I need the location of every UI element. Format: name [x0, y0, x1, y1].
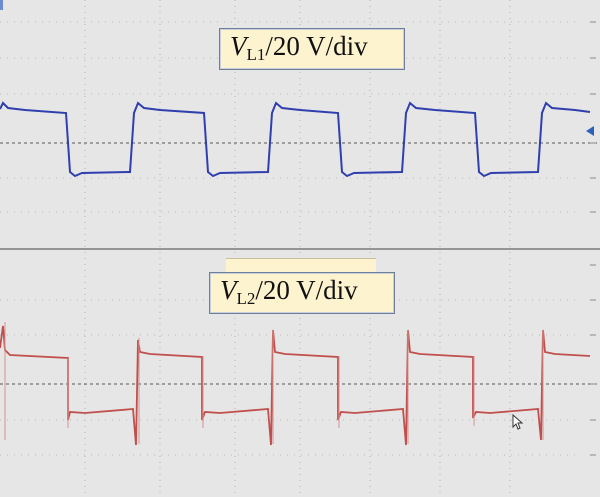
ch2-variable: V — [220, 275, 237, 305]
ch1-corner-marker — [0, 0, 3, 10]
ch1-subscript: L1 — [246, 45, 266, 64]
horizontal-gridlines — [0, 21, 580, 456]
ch2-subscript: L2 — [236, 289, 256, 308]
ch1-waveform — [0, 101, 591, 178]
ch1-variable: V — [230, 31, 247, 61]
label-shadow-box — [226, 258, 376, 273]
ch2-scale: /20 V/div — [255, 275, 358, 305]
ch1-scale: /20 V/div — [265, 31, 368, 61]
mouse-pointer-icon — [512, 414, 524, 430]
ch2-scale-label: VL2/20 V/div — [209, 272, 395, 314]
vertical-gridlines — [84, 0, 511, 497]
channel-marker-icon[interactable] — [586, 126, 594, 136]
right-scale-ticks — [590, 21, 596, 456]
ch2-waveform — [0, 325, 591, 446]
ch1-scale-label: VL1/20 V/div — [219, 28, 405, 70]
